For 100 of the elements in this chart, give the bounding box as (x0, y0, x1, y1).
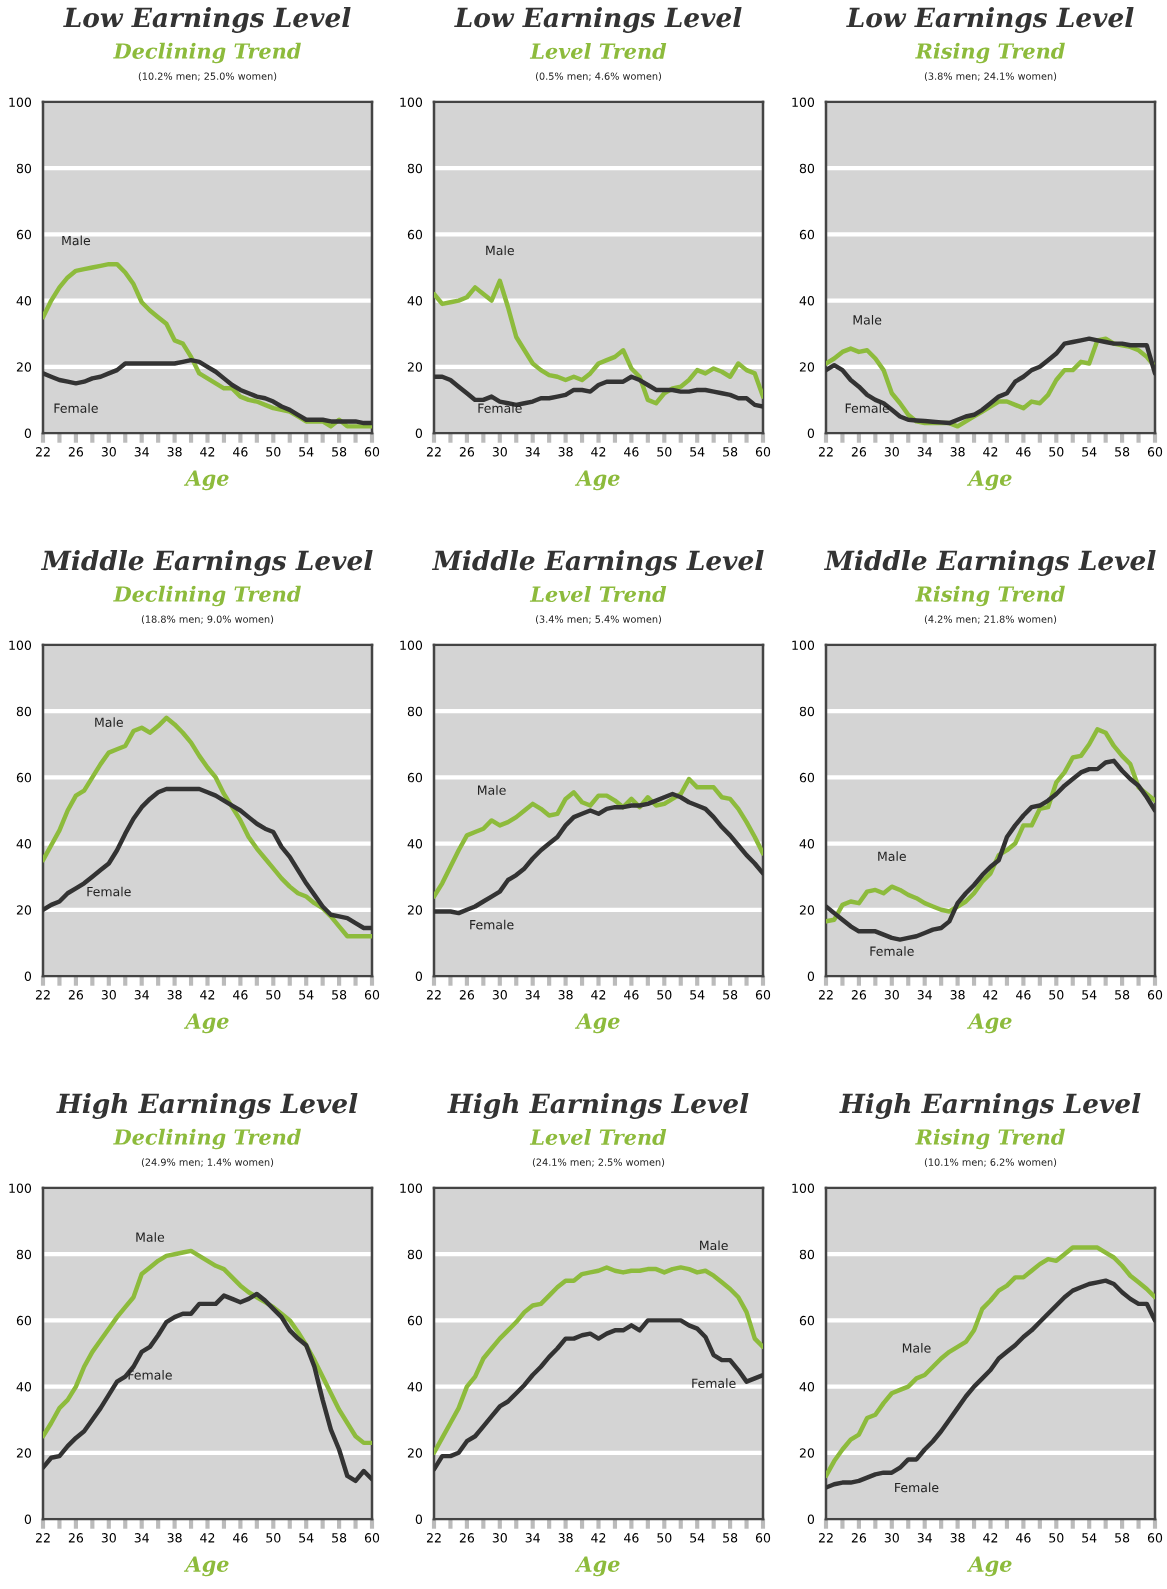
x-tick-label: 58 (723, 990, 738, 1000)
x-tick-label: 30 (492, 990, 507, 1000)
x-tick-label: 42 (200, 447, 215, 457)
x-tick-label: 60 (1147, 447, 1163, 457)
text: (4.2% men; 21.8% women) (924, 615, 1057, 624)
x-tick-label: 42 (983, 990, 998, 1000)
text: (10.2% men; 25.0% women) (138, 72, 277, 81)
line-series (434, 1265, 763, 1456)
x-tick-label: 50 (1049, 447, 1064, 457)
x-tick-label: 26 (851, 447, 867, 457)
y-tick-label: 0 (807, 1514, 815, 1524)
x-tick-label: 38 (558, 447, 573, 457)
chart-subtitle: Rising Trend (915, 42, 1065, 64)
text: (0.5% men; 4.6% women) (536, 72, 661, 81)
line-series (43, 715, 372, 939)
x-tick-label: 38 (558, 990, 573, 1000)
series-label: Female (87, 886, 131, 897)
series-label: Male (700, 1240, 728, 1251)
x-tick-label: 42 (591, 990, 606, 1000)
x-tick-label: 38 (950, 1533, 965, 1543)
x-tick-label: 22 (818, 1533, 833, 1543)
y-tick-label: 80 (799, 706, 815, 717)
x-tick-label: 30 (101, 447, 116, 457)
y-tick-label: 20 (799, 362, 815, 372)
x-tick-label: 60 (364, 1533, 380, 1543)
y-tick-label: 40 (407, 839, 423, 849)
text: Male (486, 245, 514, 256)
x-tick-label: 42 (591, 447, 606, 457)
x-tick-label: 26 (851, 990, 867, 1000)
x-tick-label: 38 (167, 1533, 182, 1543)
x-axis-title: Age (574, 470, 620, 491)
x-tick-label: 42 (200, 1533, 215, 1543)
y-tick-label: 80 (407, 1249, 423, 1260)
series-label: Female (128, 1370, 172, 1380)
y-tick-label: 40 (16, 839, 32, 849)
x-tick-label: 50 (266, 1533, 281, 1543)
line-series (434, 1318, 763, 1472)
y-tick-label: 40 (799, 296, 815, 306)
y-tick-label: 80 (799, 163, 815, 174)
y-tick-label: 60 (799, 1315, 815, 1326)
x-tick-label: 30 (492, 1533, 507, 1543)
y-tick-label: 100 (400, 1183, 423, 1193)
x-tick-label: 46 (1016, 1533, 1031, 1543)
y-tick-label: 0 (24, 971, 32, 981)
x-tick-label: 22 (426, 1533, 441, 1543)
x-tick-label: 60 (755, 447, 771, 457)
y-tick-label: 60 (407, 1315, 423, 1326)
x-tick-label: 54 (299, 990, 314, 1000)
y-tick-label: 40 (16, 1382, 32, 1392)
y-tick-label: 0 (415, 1514, 423, 1524)
x-tick-label: 46 (233, 447, 248, 457)
series-label: Female (54, 403, 98, 413)
x-tick-label: 30 (492, 447, 507, 457)
x-axis-title: Age (183, 1556, 229, 1577)
y-tick-label: 60 (16, 1315, 32, 1326)
x-tick-label: 34 (917, 447, 932, 457)
x-tick-label: 26 (68, 1533, 84, 1543)
x-tick-label: 58 (332, 1533, 347, 1543)
x-tick-label: 58 (1115, 990, 1130, 1000)
series-label: Male (136, 1232, 165, 1242)
y-tick-label: 80 (407, 163, 423, 174)
y-tick-label: 0 (807, 971, 815, 981)
x-tick-label: 58 (332, 990, 347, 1000)
y-tick-label: 100 (9, 1183, 32, 1193)
x-tick-label: 26 (851, 1533, 867, 1543)
y-tick-label: 60 (16, 772, 32, 783)
x-tick-label: 50 (1049, 1533, 1064, 1543)
series-label: Female (692, 1378, 736, 1388)
x-tick-label: 58 (332, 447, 347, 457)
y-tick-label: 100 (9, 640, 32, 650)
text: (18.8% men; 9.0% women) (141, 615, 274, 624)
x-tick-label: 26 (459, 447, 475, 457)
x-axis-title: Age (574, 1013, 620, 1034)
y-tick-label: 20 (407, 905, 423, 915)
y-tick-label: 20 (799, 905, 815, 915)
line-series (434, 776, 763, 899)
chart-subtitle: Declining Trend (113, 42, 301, 64)
x-axis-title: Age (966, 1556, 1012, 1577)
x-axis-title: Age (966, 1013, 1012, 1034)
line-series (43, 357, 372, 426)
series-label: Male (478, 785, 506, 795)
line-series (826, 758, 1155, 942)
y-tick-label: 20 (16, 362, 32, 372)
y-tick-label: 60 (799, 772, 815, 783)
chart-title: Middle Earnings Level (431, 550, 764, 576)
y-tick-label: 20 (407, 1448, 423, 1458)
y-tick-label: 100 (792, 97, 815, 107)
x-tick-label: 60 (1147, 1533, 1163, 1543)
x-tick-label: 34 (525, 447, 540, 457)
y-tick-label: 20 (799, 1448, 815, 1458)
y-tick-label: 20 (16, 905, 32, 915)
y-tick-label: 0 (415, 428, 423, 438)
x-axis-title: Age (574, 1556, 620, 1577)
y-tick-label: 100 (400, 97, 423, 107)
chart-subtitle: Level Trend (529, 585, 667, 603)
x-tick-label: 50 (266, 990, 281, 1000)
chart-title: High Earnings Level (56, 1093, 358, 1119)
y-tick-label: 80 (799, 1249, 815, 1260)
x-tick-label: 46 (624, 990, 639, 1000)
text: (24.9% men; 1.4% women) (141, 1158, 274, 1167)
